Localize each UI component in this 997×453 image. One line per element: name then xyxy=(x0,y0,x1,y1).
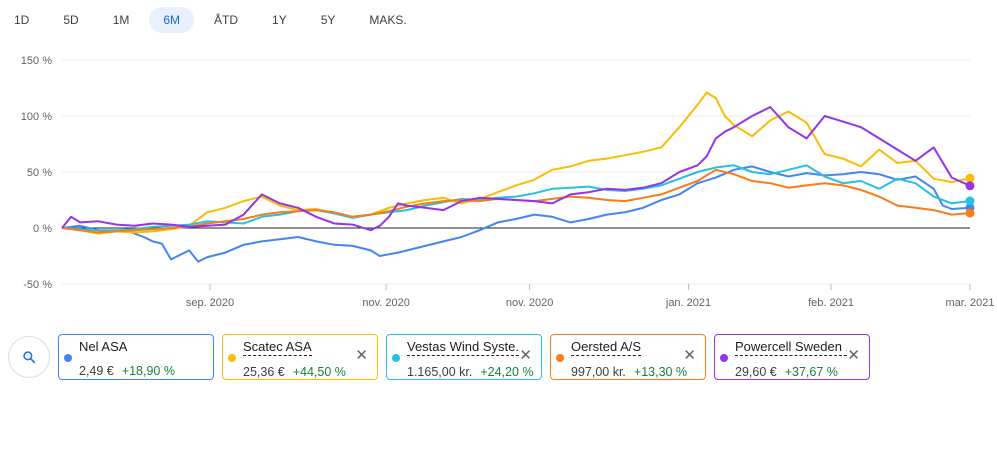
legend-card-price: 1.165,00 kr. xyxy=(407,365,473,379)
range-button-5y[interactable]: 5Y xyxy=(320,13,336,27)
range-button-5d[interactable]: 5D xyxy=(63,13,79,27)
legend-card[interactable]: Powercell Sweden ... 29,60 € +37,67 % ✕ xyxy=(714,334,870,380)
legend-card-price: 2,49 € xyxy=(79,364,114,378)
legend-card[interactable]: Scatec ASA 25,36 € +44,50 % ✕ xyxy=(222,334,378,380)
x-tick-label: nov. 2020 xyxy=(362,297,410,309)
range-button-1d[interactable]: 1D xyxy=(14,13,30,27)
series-end-point xyxy=(965,196,975,206)
legend-card-name[interactable]: Nel ASA xyxy=(79,339,128,354)
legend-cards: Nel ASA 2,49 € +18,90 % Scatec ASA 25,36 € +4… xyxy=(58,334,878,380)
search-button[interactable] xyxy=(8,336,50,378)
x-tick-label: nov. 2020 xyxy=(506,297,554,309)
time-range-selector: 1D 5D 1M 6M ÅTD 1Y 5Y MAKS. xyxy=(0,6,427,34)
y-tick-label: 100 % xyxy=(21,111,52,123)
legend-card-price: 29,60 € xyxy=(735,365,777,379)
series-color-dot xyxy=(228,354,236,362)
search-icon xyxy=(23,351,36,364)
y-tick-label: 150 % xyxy=(21,55,52,67)
legend-card-name[interactable]: Powercell Sweden ... xyxy=(735,339,847,356)
legend-card-price: 25,36 € xyxy=(243,365,285,379)
comparison-chart: 150 % 100 % 50 % 0 % -50 % sep. 2020 nov. 2020… xyxy=(21,55,995,309)
series-end-point xyxy=(965,181,975,191)
legend-card-change: +37,67 % xyxy=(784,365,838,379)
legend-card-name[interactable]: Oersted A/S xyxy=(571,339,642,356)
y-tick-label: -50 % xyxy=(23,279,52,291)
legend-card-values: 997,00 kr. +13,30 % xyxy=(571,363,697,381)
close-icon[interactable]: ✕ xyxy=(519,347,532,364)
series-color-dot xyxy=(64,354,72,362)
legend-card-name[interactable]: Vestas Wind Syste... xyxy=(407,339,519,356)
range-button-maks[interactable]: MAKS. xyxy=(369,13,407,27)
series-end-point xyxy=(965,173,975,183)
legend-card-change: +24,20 % xyxy=(480,365,534,379)
range-button-1m[interactable]: 1M xyxy=(112,13,130,27)
series-line-4 xyxy=(61,106,971,232)
x-tick-label: jan. 2021 xyxy=(665,297,711,309)
legend-card-values: 25,36 € +44,50 % xyxy=(243,363,369,381)
legend-card-change: +18,90 % xyxy=(121,364,175,378)
series-color-dot xyxy=(392,354,400,362)
legend-card-name[interactable]: Scatec ASA xyxy=(243,339,312,356)
series-end-point xyxy=(965,208,975,218)
x-tick-label: feb. 2021 xyxy=(808,297,854,309)
legend-card-values: 29,60 € +37,67 % xyxy=(735,363,861,381)
series-color-dot xyxy=(720,354,728,362)
range-button-6m[interactable]: 6M xyxy=(149,7,195,33)
range-button-1y[interactable]: 1Y xyxy=(272,13,287,27)
x-tick-label: sep. 2020 xyxy=(186,297,234,309)
legend-card[interactable]: Vestas Wind Syste... 1.165,00 kr. +24,20 %… xyxy=(386,334,542,380)
x-tick-label: mar. 2021 xyxy=(946,297,995,309)
close-icon[interactable]: ✕ xyxy=(847,347,860,364)
comparison-legend: Nel ASA 2,49 € +18,90 % Scatec ASA 25,36 € +4… xyxy=(8,334,878,380)
y-tick-label: 50 % xyxy=(27,167,52,179)
y-tick-label: 0 % xyxy=(33,223,52,235)
legend-card-values: 1.165,00 kr. +24,20 % xyxy=(407,363,534,381)
close-icon[interactable]: ✕ xyxy=(355,347,368,364)
legend-card[interactable]: Oersted A/S 997,00 kr. +13,30 % ✕ xyxy=(550,334,706,380)
series-line-1 xyxy=(61,91,971,235)
legend-card-change: +44,50 % xyxy=(292,365,346,379)
legend-card-change: +13,30 % xyxy=(633,365,688,379)
range-button-td[interactable]: ÅTD xyxy=(214,13,239,27)
legend-card[interactable]: Nel ASA 2,49 € +18,90 % xyxy=(58,334,214,380)
legend-card-price: 997,00 kr. xyxy=(571,365,626,379)
series-color-dot xyxy=(556,354,564,362)
legend-card-values: 2,49 € +18,90 % xyxy=(79,362,205,380)
close-icon[interactable]: ✕ xyxy=(683,347,696,364)
series-line-2 xyxy=(61,164,971,232)
